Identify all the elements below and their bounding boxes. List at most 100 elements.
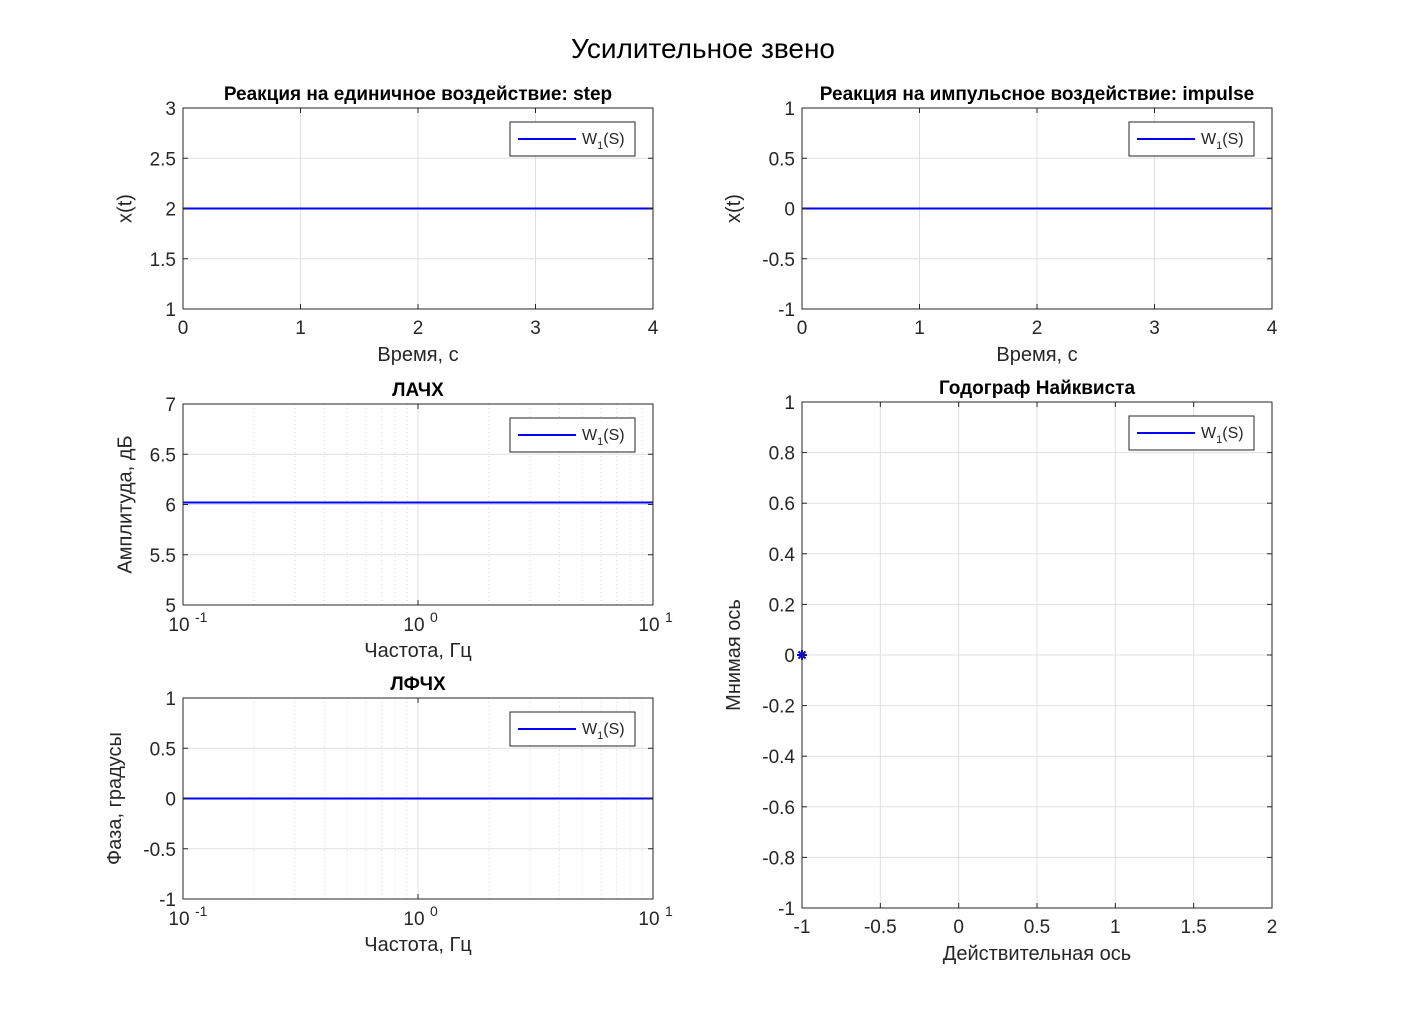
x-tick-label: 10 — [168, 615, 189, 636]
legend: W1(S) — [509, 417, 636, 453]
y-tick-label: 1 — [784, 393, 795, 414]
legend-label-tail: (S) — [1222, 131, 1243, 148]
y-tick-label: 0.8 — [769, 444, 795, 465]
x-axis-label: Время, с — [996, 344, 1077, 366]
legend: W1(S) — [1128, 415, 1255, 451]
x-tick-label: 1.5 — [1180, 917, 1206, 938]
y-tick-label: -0.4 — [762, 747, 795, 768]
y-tick-label: 2.5 — [150, 149, 176, 170]
y-tick-label: -0.2 — [762, 697, 795, 718]
legend-label-tail: (S) — [603, 131, 624, 148]
x-tick-label: 10 — [403, 909, 424, 930]
y-axis-label: Мнимая ось — [723, 599, 745, 711]
legend-label-subscript: 1 — [597, 436, 603, 448]
x-tick-label-exponent: 0 — [430, 609, 438, 625]
x-tick-label: 1 — [1110, 917, 1121, 938]
x-tick-label: 2 — [413, 318, 424, 339]
y-tick-label: 1 — [784, 99, 795, 120]
plot-title: Реакция на единичное воздействие: step — [224, 84, 612, 105]
legend-label-subscript: 1 — [597, 140, 603, 152]
x-tick-label: 0.5 — [1024, 917, 1050, 938]
legend-label-base: W — [582, 131, 598, 148]
x-tick-label: 10 — [638, 615, 659, 636]
y-tick-label: 6 — [165, 496, 176, 517]
legend-label: W1(S) — [1201, 131, 1244, 152]
legend-label-base: W — [582, 721, 598, 738]
plot-title: Реакция на импульсное воздействие: impul… — [820, 84, 1254, 105]
y-axis-label: Фаза, градусы — [104, 732, 126, 865]
y-tick-label: -1 — [159, 890, 176, 911]
x-tick-label: 2 — [1267, 917, 1278, 938]
y-tick-label: -1 — [778, 300, 795, 321]
legend-label: W1(S) — [582, 131, 625, 152]
y-tick-label: 0 — [165, 790, 176, 811]
y-tick-label: 5 — [165, 596, 176, 617]
y-tick-label: 0.2 — [769, 595, 795, 616]
y-tick-label: 6.5 — [150, 445, 176, 466]
y-tick-label: 0.6 — [769, 494, 795, 515]
plot-title: ЛФЧХ — [390, 674, 446, 695]
tick-labels: 0 1 2 3 411.522.53 — [150, 99, 659, 339]
legend-label-base: W — [582, 427, 598, 444]
x-axis-label: Время, с — [377, 344, 458, 366]
legend-label-tail: (S) — [1222, 425, 1243, 442]
x-tick-label: -0.5 — [864, 917, 897, 938]
y-tick-label: 0.5 — [769, 149, 795, 170]
plot-title: ЛАЧХ — [392, 380, 444, 401]
y-tick-label: -0.6 — [762, 798, 795, 819]
x-tick-label: 2 — [1032, 318, 1043, 339]
x-tick-label: 3 — [1149, 318, 1160, 339]
y-tick-label: 1 — [165, 300, 176, 321]
y-tick-label: 5.5 — [150, 546, 176, 567]
figure-title: Усилительное звено — [571, 33, 835, 64]
x-tick-label: 1 — [914, 318, 925, 339]
x-tick-label: 10 — [638, 909, 659, 930]
x-tick-label: 4 — [1267, 318, 1278, 339]
tick-labels: -1 -0.5 0 0.5 1 1.5 2 -1 -0.8 -0.6 -0.4 -0.2 0 0.2 0.4… — [762, 393, 1277, 938]
x-tick-label: 10 — [168, 909, 189, 930]
y-tick-label: 1.5 — [150, 250, 176, 271]
x-tick-label: 0 — [178, 318, 189, 339]
x-tick-label: 10 — [403, 615, 424, 636]
y-tick-label: 2 — [165, 200, 176, 221]
legend-label: W1(S) — [582, 427, 625, 448]
plot-impulse: 0 1 2 3 4 -1 -0.5 0 0.5 1 Реакция на импульсное во… — [723, 84, 1278, 366]
tick-labels: 10 -1 10 0 10 1 5 5.5 6 6.5 7 — [150, 395, 673, 636]
y-tick-label: 0 — [784, 200, 795, 221]
x-tick-label: 0 — [953, 917, 964, 938]
x-tick-label-exponent: 1 — [665, 903, 673, 919]
x-tick-label: -1 — [794, 917, 811, 938]
legend-label-base: W — [1201, 425, 1217, 442]
x-tick-label: 0 — [797, 318, 808, 339]
y-tick-label: 0.5 — [150, 739, 176, 760]
y-axis-label: x(t) — [115, 194, 137, 223]
legend-label-tail: (S) — [603, 721, 624, 738]
legend-label-base: W — [1201, 131, 1217, 148]
x-axis-label: Частота, Гц — [364, 640, 472, 662]
y-tick-label: -1 — [778, 899, 795, 920]
plot-lachx: 10 -1 10 0 10 1 5 5.5 6 6.5 7 ЛАЧХ Частота, Гц Амплит… — [115, 380, 674, 662]
tick-labels: 10 -1 10 0 10 1-1-0.500.51 — [143, 689, 673, 930]
legend: W1(S) — [1128, 121, 1255, 157]
legend-label-subscript: 1 — [597, 730, 603, 742]
tick-labels: 0 1 2 3 4 -1 -0.5 0 0.5 1 — [762, 99, 1277, 339]
legend-label: W1(S) — [1201, 425, 1244, 446]
legend-label-subscript: 1 — [1216, 434, 1222, 446]
y-axis-label: x(t) — [723, 194, 745, 223]
y-tick-label: -0.5 — [143, 840, 176, 861]
y-tick-label: 3 — [165, 99, 176, 120]
y-axis-label: Амплитуда, дБ — [115, 435, 137, 573]
y-tick-label: 0.4 — [769, 545, 796, 566]
legend-label-subscript: 1 — [1216, 140, 1222, 152]
x-axis-label: Частота, Гц — [364, 934, 472, 956]
x-axis-label: Действительная ось — [943, 943, 1131, 965]
legend: W1(S) — [509, 121, 636, 157]
y-tick-label: 7 — [165, 395, 176, 416]
y-tick-label: -0.8 — [762, 848, 795, 869]
legend: W1(S) — [509, 711, 636, 747]
x-tick-label-exponent: 0 — [430, 903, 438, 919]
y-tick-label: 0 — [784, 646, 795, 667]
